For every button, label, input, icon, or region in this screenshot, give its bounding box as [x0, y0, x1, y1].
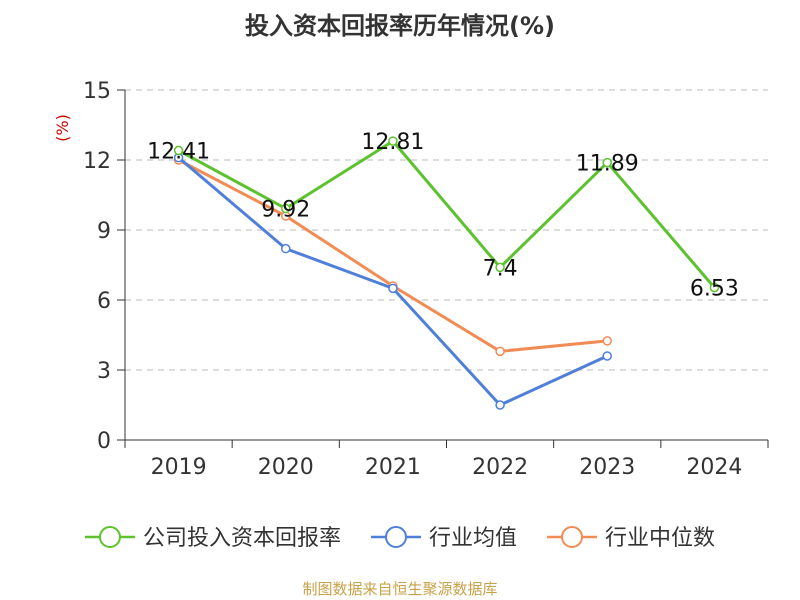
data-point	[602, 336, 612, 346]
legend-item: 行业中位数	[547, 526, 715, 551]
axes: 0 3 6 9 12 15 2019 2020 2021 2022 2023 2024 (%)	[53, 79, 769, 480]
data-point	[388, 136, 398, 146]
x-tick-label: 2023	[579, 455, 635, 480]
data-point	[709, 282, 720, 293]
legend-marker	[384, 526, 407, 548]
data-label: 11.89	[576, 152, 639, 177]
y-tick-label: 15	[83, 79, 111, 104]
legend-item: 公司投入资本回报率	[84, 526, 341, 551]
series-line	[177, 158, 608, 353]
data-point	[388, 283, 398, 294]
grid-lines	[125, 89, 768, 371]
legend-label: 行业中位数	[605, 526, 715, 551]
y-axis-label: (%)	[53, 114, 72, 142]
x-tick-label: 2024	[686, 455, 742, 480]
y-tick-label: 6	[97, 289, 111, 314]
data-label: 9.92	[261, 198, 310, 223]
legend-marker	[98, 526, 121, 548]
x-tick-label: 2022	[472, 455, 528, 480]
data-label: 12.81	[361, 130, 424, 155]
source-note: 制图数据来自恒生聚源数据库	[302, 580, 498, 598]
data-point	[281, 243, 291, 254]
data-point	[495, 346, 505, 357]
y-tick-label: 0	[97, 429, 111, 454]
data-labels: 12.41 9.92 12.81 7.4 11.89 6.53	[147, 130, 739, 302]
y-tick-label: 3	[97, 359, 111, 384]
data-point	[281, 203, 291, 214]
x-tick-label: 2019	[151, 455, 207, 480]
data-point	[495, 262, 505, 273]
legend-label: 公司投入资本回报率	[143, 526, 341, 551]
data-point	[173, 145, 184, 156]
data-label: 12.41	[147, 139, 210, 164]
data-point	[602, 351, 612, 361]
data-label: 7.4	[483, 256, 518, 281]
y-tick-label: 9	[97, 219, 111, 244]
series-line	[177, 139, 716, 289]
legend-marker	[561, 526, 584, 548]
legend-label: 行业均值	[429, 526, 517, 551]
series	[173, 136, 720, 410]
data-point	[495, 400, 505, 410]
data-point	[602, 157, 612, 168]
y-tick-label: 12	[83, 149, 111, 174]
x-tick-label: 2021	[365, 455, 421, 480]
legend: 公司投入资本回报率 行业均值 行业中位数	[84, 526, 715, 551]
legend-item: 行业均值	[370, 526, 517, 551]
x-tick-label: 2020	[258, 455, 314, 480]
chart-title: 投入资本回报率历年情况(%)	[245, 12, 555, 40]
data-label: 6.53	[690, 277, 739, 302]
